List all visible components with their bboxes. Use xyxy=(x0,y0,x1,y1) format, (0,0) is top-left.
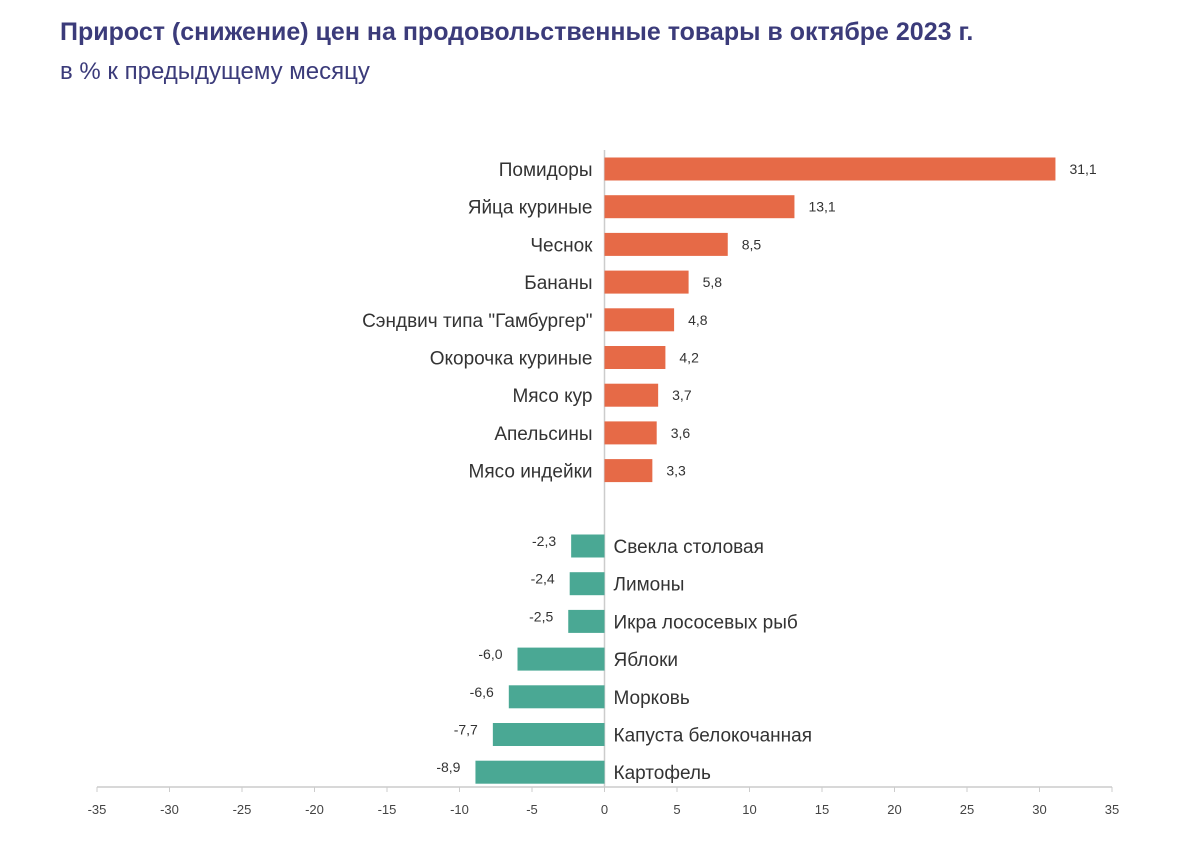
value-label: 4,2 xyxy=(679,350,699,366)
value-label: -6,0 xyxy=(478,646,502,662)
value-label: -2,5 xyxy=(529,608,553,624)
x-tick-label: -5 xyxy=(526,802,538,817)
bar xyxy=(508,685,605,709)
value-label: -2,4 xyxy=(531,571,555,587)
category-label: Окорочка куриные xyxy=(430,349,593,370)
x-tick-label: 25 xyxy=(960,802,974,817)
category-label: Мясо индейки xyxy=(469,462,593,483)
category-label: Сэндвич типа "Гамбургер" xyxy=(362,311,592,332)
bar xyxy=(475,760,605,784)
value-label: 31,1 xyxy=(1069,161,1096,177)
chart-subtitle: в % к предыдущему месяцу xyxy=(60,58,370,85)
value-label: 3,7 xyxy=(672,387,692,403)
category-label: Мясо кур xyxy=(512,386,592,407)
x-tick-label: 0 xyxy=(601,802,608,817)
x-tick-label: -10 xyxy=(450,802,469,817)
x-tick-label: -30 xyxy=(160,802,179,817)
value-label: 13,1 xyxy=(808,199,835,215)
bar xyxy=(604,459,653,483)
bar xyxy=(604,157,1056,181)
category-label: Апельсины xyxy=(494,424,592,445)
category-label: Капуста белокочанная xyxy=(614,726,813,747)
value-label: 3,6 xyxy=(671,425,691,441)
bar xyxy=(604,270,689,294)
value-label: -8,9 xyxy=(436,759,460,775)
category-label: Свекла столовая xyxy=(614,537,764,558)
value-label: -6,6 xyxy=(470,684,494,700)
category-label: Яйца куриные xyxy=(468,198,593,219)
bar xyxy=(571,534,605,558)
category-label: Морковь xyxy=(614,688,690,709)
x-tick-label: -20 xyxy=(305,802,324,817)
category-label: Помидоры xyxy=(499,160,593,181)
x-tick-label: 15 xyxy=(815,802,829,817)
x-tick-label: -25 xyxy=(233,802,252,817)
x-tick-label: 35 xyxy=(1105,802,1119,817)
x-tick-label: 30 xyxy=(1032,802,1046,817)
bar xyxy=(569,572,605,596)
value-label: 4,8 xyxy=(688,312,708,328)
value-label: 8,5 xyxy=(742,236,762,252)
bar xyxy=(492,723,605,746)
x-tick-label: 10 xyxy=(742,802,756,817)
value-label: -7,7 xyxy=(454,722,478,738)
chart-title: Прирост (снижение) цен на продовольствен… xyxy=(60,18,974,46)
bar xyxy=(604,346,666,369)
x-tick-label: 5 xyxy=(673,802,680,817)
value-label: -2,3 xyxy=(532,533,556,549)
category-label: Яблоки xyxy=(614,650,679,671)
category-label: Картофель xyxy=(614,763,711,784)
bar xyxy=(604,232,728,256)
value-label: 3,3 xyxy=(666,463,686,479)
bar xyxy=(604,383,659,407)
category-label: Чеснок xyxy=(530,235,593,256)
bar xyxy=(568,609,605,633)
category-label: Икра лососевых рыб xyxy=(614,612,798,633)
bar xyxy=(604,308,675,332)
category-label: Лимоны xyxy=(614,575,685,596)
x-tick-label: -15 xyxy=(378,802,397,817)
category-label: Бананы xyxy=(524,273,592,294)
bar xyxy=(517,647,605,671)
x-tick-label: -35 xyxy=(88,802,107,817)
bar xyxy=(604,195,795,219)
bar xyxy=(604,421,657,445)
value-label: 5,8 xyxy=(703,274,723,290)
x-tick-label: 20 xyxy=(887,802,901,817)
